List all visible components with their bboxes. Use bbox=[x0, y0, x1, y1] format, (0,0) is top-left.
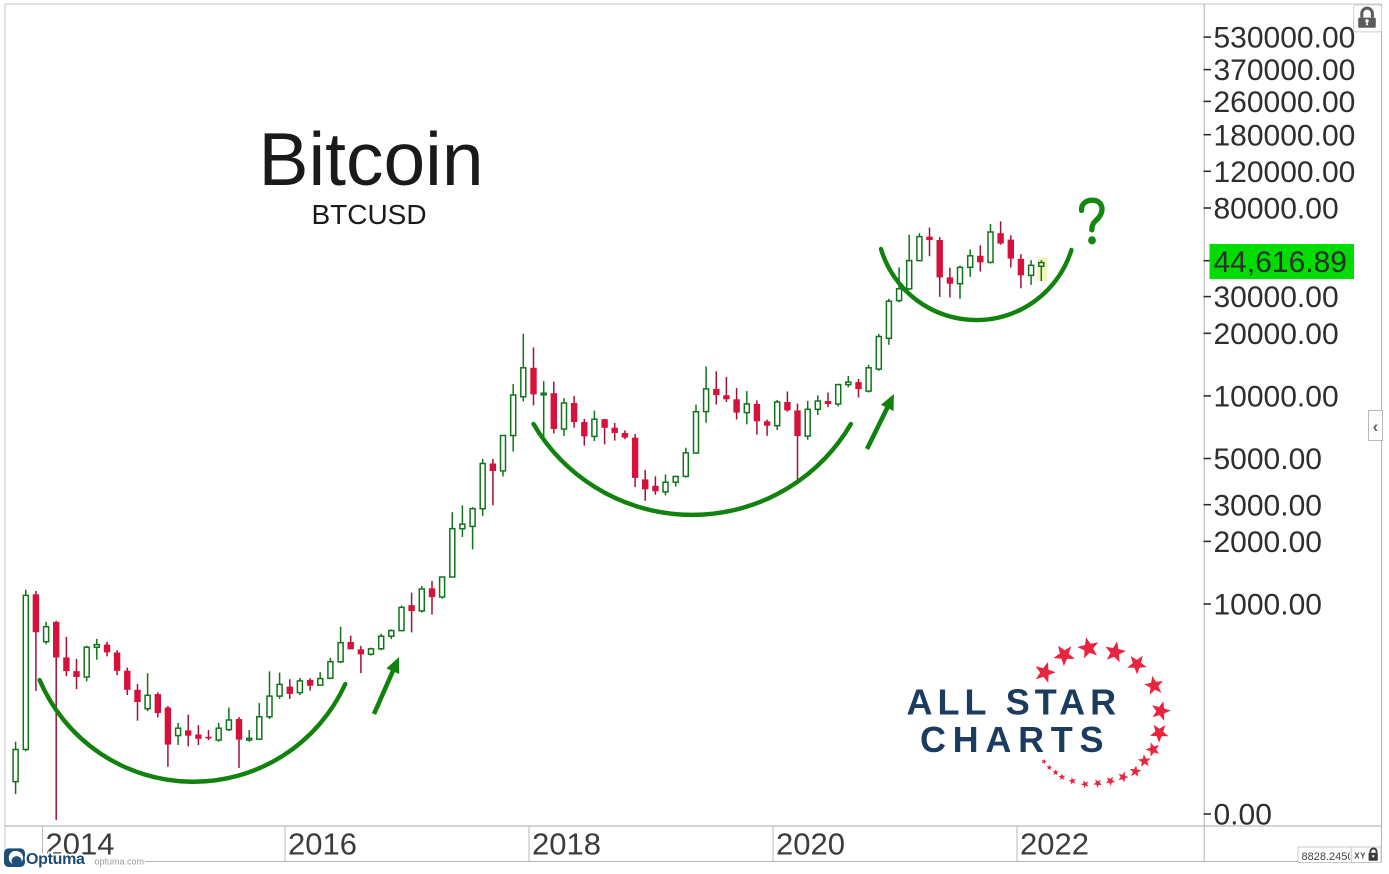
svg-text:‹: ‹ bbox=[1373, 417, 1379, 436]
svg-text:XY: XY bbox=[1354, 852, 1366, 861]
svg-text:2020: 2020 bbox=[776, 827, 845, 862]
svg-text:530000.00: 530000.00 bbox=[1214, 22, 1356, 55]
svg-text:180000.00: 180000.00 bbox=[1214, 119, 1356, 152]
svg-text:Optuma: Optuma bbox=[26, 851, 85, 868]
svg-text:44,616.89: 44,616.89 bbox=[1214, 246, 1347, 279]
svg-text:CHARTS: CHARTS bbox=[920, 719, 1110, 760]
svg-text:260000.00: 260000.00 bbox=[1214, 86, 1356, 119]
svg-text:30000.00: 30000.00 bbox=[1214, 281, 1339, 314]
svg-text:2000.00: 2000.00 bbox=[1214, 526, 1322, 559]
svg-text:Bitcoin: Bitcoin bbox=[258, 117, 483, 201]
svg-text:370000.00: 370000.00 bbox=[1214, 54, 1356, 87]
svg-text:120000.00: 120000.00 bbox=[1214, 156, 1356, 189]
svg-text:2022: 2022 bbox=[1020, 827, 1089, 862]
svg-text:3000.00: 3000.00 bbox=[1214, 489, 1322, 522]
svg-text:80000.00: 80000.00 bbox=[1214, 193, 1339, 226]
svg-text:2018: 2018 bbox=[532, 827, 601, 862]
svg-text:1000.00: 1000.00 bbox=[1214, 589, 1322, 622]
svg-text:2016: 2016 bbox=[288, 827, 357, 862]
svg-text:optuma.com: optuma.com bbox=[95, 856, 145, 866]
svg-text:20000.00: 20000.00 bbox=[1214, 318, 1339, 351]
svg-text:BTCUSD: BTCUSD bbox=[311, 199, 426, 230]
svg-text:10000.00: 10000.00 bbox=[1214, 381, 1339, 414]
svg-text:0.00: 0.00 bbox=[1214, 799, 1272, 832]
svg-text:ALL STAR: ALL STAR bbox=[906, 682, 1121, 723]
svg-text:8828.2450: 8828.2450 bbox=[1302, 851, 1354, 863]
svg-text:5000.00: 5000.00 bbox=[1214, 443, 1322, 476]
